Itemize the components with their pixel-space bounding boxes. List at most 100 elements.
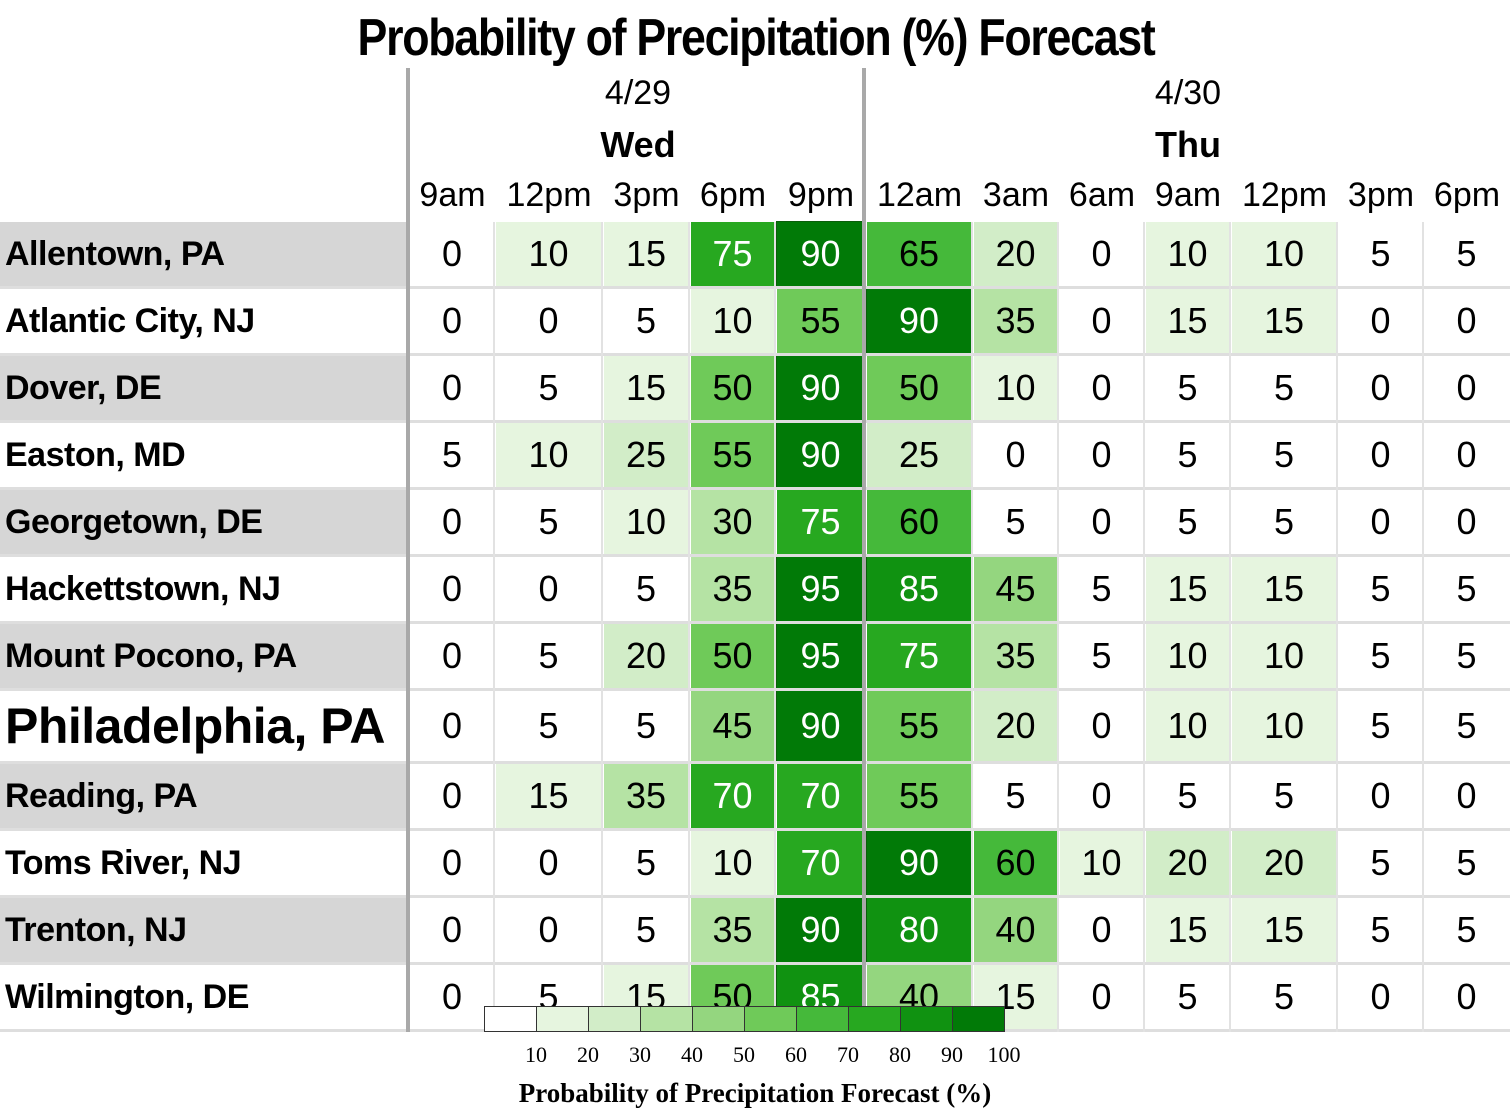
- heatmap-cell: 5: [1060, 557, 1143, 621]
- heatmap-cell: 0: [1425, 289, 1508, 353]
- heatmap-cell: 10: [496, 423, 601, 487]
- heatmap-cell: 0: [1060, 898, 1143, 962]
- heatmap-cell: 5: [604, 289, 688, 353]
- heatmap-cell: 0: [411, 831, 493, 895]
- row-separator: [0, 621, 1510, 624]
- legend-swatch: [848, 1006, 901, 1032]
- heatmap-cell: 10: [1146, 624, 1229, 688]
- legend-swatch: [796, 1006, 849, 1032]
- heatmap-cell: 0: [411, 624, 493, 688]
- heatmap-cell: 5: [604, 898, 688, 962]
- legend-tick-label: 90: [941, 1042, 963, 1067]
- day-divider-line: [862, 68, 866, 1032]
- time-column-label: 6am: [1068, 176, 1136, 214]
- heatmap-cell: 20: [604, 624, 688, 688]
- legend-swatch: [692, 1006, 745, 1032]
- row-separator: [0, 420, 1510, 423]
- heatmap-cell: 0: [1339, 965, 1422, 1029]
- heatmap-cell: 10: [496, 222, 601, 286]
- heatmap-cell: 35: [691, 898, 774, 962]
- heatmap-cell: 25: [604, 423, 688, 487]
- time-column-label: 9am: [419, 176, 486, 214]
- heatmap-cell: 15: [496, 764, 601, 828]
- heatmap-cell: 30: [691, 490, 774, 554]
- heatmap-cell: 10: [974, 356, 1057, 420]
- heatmap-cell: 0: [496, 831, 601, 895]
- heatmap-cell: 5: [1060, 624, 1143, 688]
- heatmap-cell: 0: [411, 490, 493, 554]
- heatmap-cell: 55: [691, 423, 774, 487]
- heatmap-cell: 55: [867, 764, 971, 828]
- heatmap-cell: 90: [776, 355, 865, 421]
- heatmap-cell: 80: [866, 897, 972, 963]
- heatmap-cell: 5: [1146, 764, 1229, 828]
- heatmap-cell: 0: [411, 356, 493, 420]
- heatmap-cell: 35: [974, 289, 1057, 353]
- heatmap-cell: 5: [1146, 423, 1229, 487]
- heatmap-cell: 35: [691, 557, 774, 621]
- heatmap-cell: 75: [777, 490, 864, 554]
- heatmap-cell: 95: [776, 623, 865, 689]
- column-separator: [493, 222, 495, 1032]
- legend-swatch: [588, 1006, 641, 1032]
- heatmap-cell: 70: [777, 831, 864, 895]
- heatmap-cell: 5: [496, 624, 601, 688]
- heatmap-cell: 35: [604, 764, 688, 828]
- heatmap-cell: 0: [1339, 356, 1422, 420]
- heatmap-cell: 10: [1146, 222, 1229, 286]
- heatmap-cell: 10: [1232, 222, 1336, 286]
- heatmap-cell: 5: [1232, 764, 1336, 828]
- heatmap-cell: 20: [974, 691, 1057, 761]
- heatmap-cell: 5: [604, 691, 688, 761]
- legend-swatch: [536, 1006, 589, 1032]
- heatmap-cell: 0: [1339, 764, 1422, 828]
- heatmap-cell: 90: [776, 690, 865, 762]
- location-label: Hackettstown, NJ: [0, 557, 408, 621]
- heatmap-cell: 0: [411, 557, 493, 621]
- heatmap-cell: 5: [1339, 557, 1422, 621]
- heatmap-cell: 0: [411, 898, 493, 962]
- heatmap-cell: 0: [496, 898, 601, 962]
- heatmap-cell: 10: [691, 831, 774, 895]
- location-label: Wilmington, DE: [0, 965, 408, 1029]
- location-label: Georgetown, DE: [0, 490, 408, 554]
- row-separator: [0, 895, 1510, 898]
- heatmap-cell: 0: [1060, 423, 1143, 487]
- heatmap-cell: 5: [1425, 557, 1508, 621]
- heatmap-cell: 0: [1339, 423, 1422, 487]
- heatmap-cell: 75: [691, 222, 774, 286]
- heatmap-cell: 5: [1146, 490, 1229, 554]
- location-label: Mount Pocono, PA: [0, 624, 408, 688]
- legend-swatch: [744, 1006, 797, 1032]
- heatmap-cell: 50: [691, 356, 774, 420]
- legend-label: Probability of Precipitation Forecast (%…: [518, 1078, 992, 1108]
- heatmap-cell: 0: [496, 557, 601, 621]
- time-column-label: 3am: [982, 176, 1050, 214]
- day-weekday-label: Wed: [600, 124, 676, 165]
- heatmap-cell: 15: [1146, 898, 1229, 962]
- heatmap-cell: 0: [1060, 490, 1143, 554]
- heatmap-cell: 0: [1060, 289, 1143, 353]
- column-separator: [1057, 222, 1059, 1032]
- heatmap-cell: 5: [1339, 898, 1422, 962]
- heatmap-cell: 20: [1232, 831, 1336, 895]
- heatmap-cell: 5: [1146, 356, 1229, 420]
- heatmap-cell: 15: [1232, 557, 1336, 621]
- heatmap-cell: 15: [1146, 289, 1229, 353]
- heatmap-cell: 10: [691, 289, 774, 353]
- column-separator: [971, 222, 973, 1032]
- legend-tick-label: 40: [681, 1042, 703, 1067]
- heatmap-cell: 55: [777, 289, 864, 353]
- heatmap-cell: 5: [1339, 222, 1422, 286]
- heatmap-cell: 90: [776, 221, 865, 287]
- heatmap-cell: 0: [411, 222, 493, 286]
- heatmap-cell: 5: [496, 490, 601, 554]
- heatmap-cell: 5: [1425, 222, 1508, 286]
- location-label: Dover, DE: [0, 356, 408, 420]
- time-column-label: 6pm: [1433, 176, 1501, 214]
- heatmap-cell: 70: [691, 764, 774, 828]
- heatmap-cell: 5: [974, 764, 1057, 828]
- heatmap-cell: 15: [604, 356, 688, 420]
- location-label: Reading, PA: [0, 764, 408, 828]
